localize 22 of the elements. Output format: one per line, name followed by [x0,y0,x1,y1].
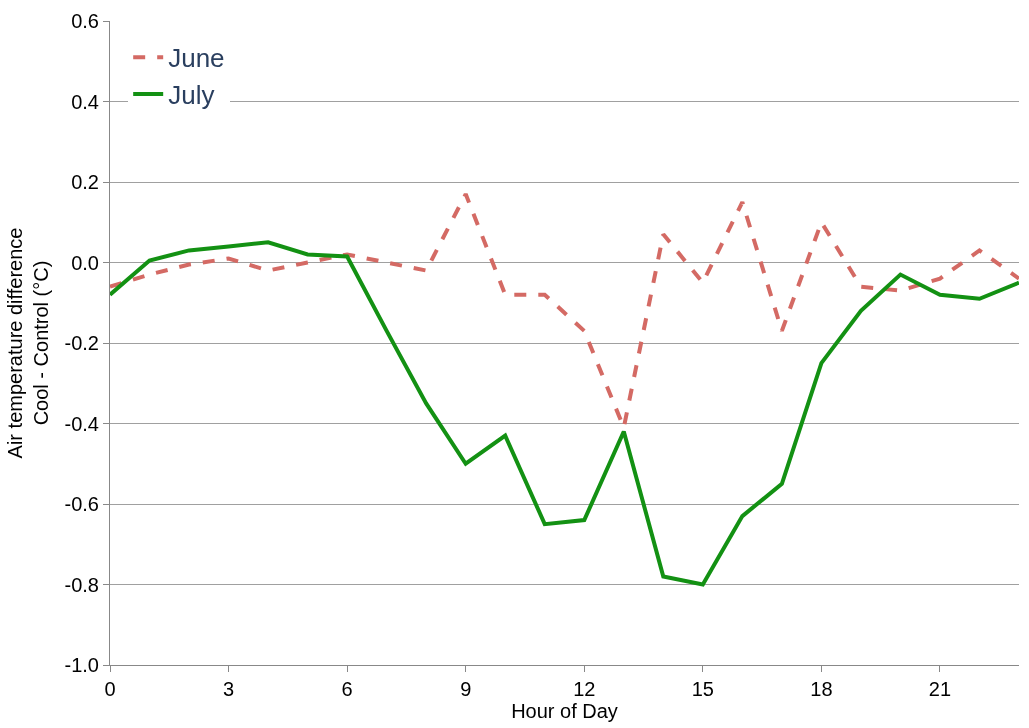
legend-label: July [168,80,215,111]
y-tick-label: 0.0 [71,251,99,274]
y-tick-label: 0.2 [71,171,99,193]
x-tick-label: 0 [104,678,116,700]
x-tick-label: 6 [341,678,353,700]
y-tick-label: -0.2 [64,332,99,354]
y-tick-label: 0.4 [71,90,99,113]
x-tick-label: 15 [691,678,714,700]
legend-label: June [168,43,225,74]
x-tick-label: 3 [223,678,235,700]
x-tick-label: 9 [460,678,472,700]
y-tick-label: -0.4 [64,412,99,435]
x-tick-label: 12 [573,678,596,700]
x-axis-title: Hour of Day [511,700,618,722]
x-tick-label: 18 [810,678,833,700]
y-tick-label: -1.0 [64,654,99,676]
y-tick-label: -0.6 [64,493,99,515]
x-tick-label: 21 [928,678,952,700]
y-axis-title: Air temperature difference Cool - Control (°C) [4,227,53,459]
y-tick-label: -0.8 [64,573,99,596]
line-series [110,240,1019,587]
y-tick-label: 0.6 [71,10,99,32]
